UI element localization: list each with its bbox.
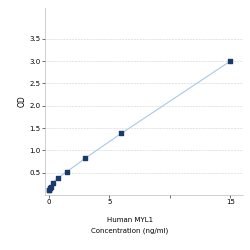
Point: [83, 156, 87, 160]
Text: Human MYL1: Human MYL1: [107, 218, 153, 224]
Y-axis label: OD: OD: [18, 95, 27, 107]
Point: [119, 132, 123, 136]
Point: [228, 59, 232, 63]
Point: [49, 184, 53, 188]
Point: [48, 186, 52, 190]
Point: [47, 188, 51, 192]
Point: [56, 176, 60, 180]
Point: [65, 170, 69, 174]
Point: [47, 188, 51, 192]
Text: Concentration (ng/ml): Concentration (ng/ml): [92, 228, 168, 234]
Point: [51, 180, 55, 184]
